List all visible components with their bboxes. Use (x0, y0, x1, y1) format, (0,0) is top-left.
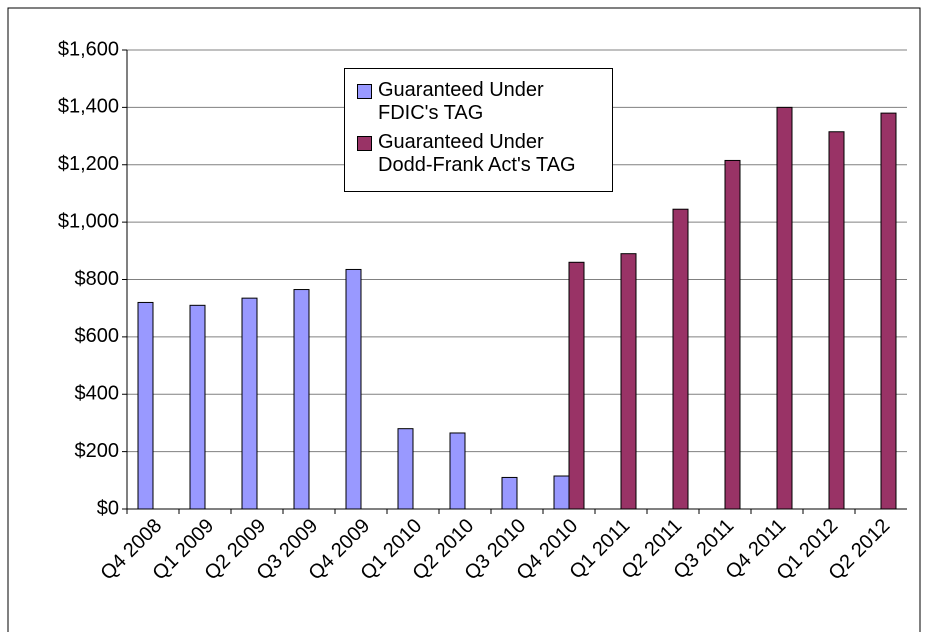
bar (620, 253, 637, 510)
bar (553, 475, 570, 510)
y-tick-label: $1,600 (58, 38, 119, 60)
bar (293, 289, 310, 510)
bar (501, 476, 518, 510)
bar (397, 428, 414, 510)
bar (345, 268, 362, 510)
bar (776, 106, 793, 510)
legend-swatch (357, 136, 372, 151)
legend-label: Guaranteed Under Dodd-Frank Act's TAG (378, 131, 576, 176)
y-tick-label: $1,200 (58, 153, 119, 175)
y-tick-label: $0 (97, 497, 119, 519)
bar (449, 432, 466, 510)
legend-item: Guaranteed Under FDIC's TAG (357, 79, 600, 125)
bar (568, 261, 585, 510)
legend-swatch (357, 84, 372, 99)
bar (672, 208, 689, 510)
legend: Guaranteed Under FDIC's TAG Guaranteed Un… (344, 68, 613, 192)
bar (880, 112, 897, 510)
y-tick-label: $1,000 (58, 210, 119, 232)
bar (241, 297, 258, 510)
y-tick-label: $800 (75, 268, 120, 290)
bar (828, 131, 845, 510)
bar (724, 159, 741, 510)
y-tick-label: $600 (75, 325, 120, 347)
bar (137, 301, 154, 510)
bar (189, 304, 206, 510)
legend-item: Guaranteed Under Dodd-Frank Act's TAG (357, 131, 600, 177)
y-tick-label: $400 (75, 383, 120, 405)
y-tick-label: $200 (75, 440, 120, 462)
legend-label: Guaranteed Under FDIC's TAG (378, 79, 544, 124)
y-tick-label: $1,400 (58, 96, 119, 118)
